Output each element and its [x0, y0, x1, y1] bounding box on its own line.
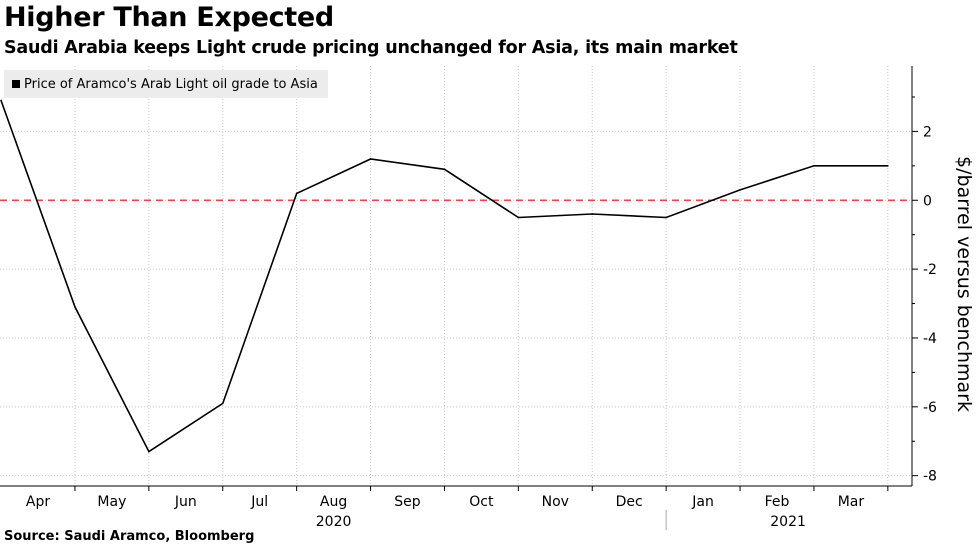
- x-tick-label: Jun: [174, 494, 197, 510]
- data-point: [665, 216, 667, 219]
- y-tick-label: -4: [923, 331, 937, 347]
- x-year-label: 2020: [316, 514, 352, 530]
- x-tick-label: Jul: [250, 494, 268, 510]
- chart-subtitle: Saudi Arabia keeps Light crude pricing u…: [4, 38, 738, 58]
- y-tick-label: -6: [923, 400, 937, 416]
- x-tick-label: Nov: [542, 494, 569, 510]
- x-tick-label: Oct: [469, 494, 494, 510]
- data-point: [369, 158, 372, 160]
- chart-title: Higher Than Expected: [4, 2, 334, 33]
- y-tick-label: 2: [923, 124, 932, 140]
- data-point: [591, 213, 594, 215]
- data-point: [74, 306, 76, 308]
- x-tick-label: Aug: [320, 494, 347, 510]
- y-tick-label: -2: [923, 262, 937, 278]
- data-point: [443, 168, 446, 171]
- data-point: [517, 216, 520, 219]
- data-point: [739, 189, 741, 191]
- x-tick-label: Apr: [26, 494, 50, 510]
- x-year-label: 2021: [770, 514, 806, 530]
- data-point: [813, 165, 815, 167]
- legend: Price of Aramco's Arab Light oil grade t…: [4, 70, 328, 98]
- y-tick-label: 0: [923, 193, 932, 209]
- data-point: [148, 450, 150, 453]
- legend-swatch: [12, 80, 20, 88]
- x-tick-label: Mar: [838, 494, 865, 510]
- x-tick-label: Jan: [691, 494, 714, 510]
- y-axis-title: $/barrel versus benchmark: [953, 156, 975, 412]
- x-tick-label: Dec: [616, 494, 643, 510]
- y-tick-label: -8: [923, 469, 937, 485]
- data-point: [887, 165, 889, 167]
- data-point: [221, 402, 224, 405]
- legend-label: Price of Aramco's Arab Light oil grade t…: [24, 76, 318, 92]
- source-note: Source: Saudi Aramco, Bloomberg: [4, 529, 255, 544]
- x-tick-label: Feb: [765, 494, 790, 510]
- data-point: [295, 192, 298, 195]
- x-tick-label: May: [97, 494, 126, 510]
- x-tick-label: Sep: [394, 494, 421, 510]
- data-point: [0, 99, 2, 102]
